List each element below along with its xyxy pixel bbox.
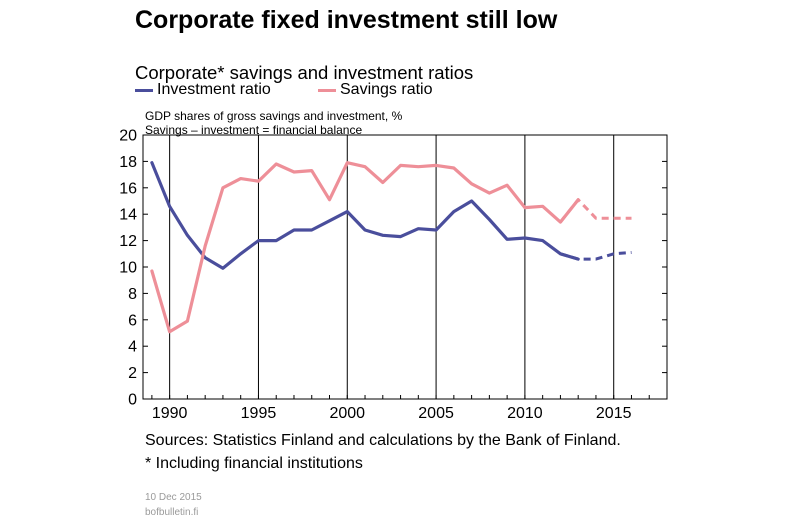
series-1-forecast-line xyxy=(559,198,632,224)
chart-footnote: * Including financial institutions xyxy=(145,455,363,472)
chart-note-balance: Savings – investment = financial balance xyxy=(145,123,363,137)
x-tick-label-2015: 2015 xyxy=(596,405,632,422)
y-tick-label-18: 18 xyxy=(119,154,137,171)
legend-swatch-investment xyxy=(135,89,153,92)
y-tick-label-6: 6 xyxy=(128,312,137,329)
series-0-point-1994 xyxy=(239,252,242,255)
series-0-point-1996 xyxy=(275,239,278,242)
y-tick-label-20: 20 xyxy=(119,128,137,145)
y-tick-label-12: 12 xyxy=(119,233,137,250)
series-1-point-1996 xyxy=(275,163,278,166)
series-0-point-1993 xyxy=(221,267,224,270)
series-1-point-1995 xyxy=(257,180,260,183)
series-1-point-2006 xyxy=(452,167,455,170)
publication-date: 10 Dec 2015 xyxy=(145,492,202,503)
chart-subtitle: Corporate* savings and investment ratios xyxy=(135,62,474,83)
y-tick-label-10: 10 xyxy=(119,260,137,277)
series-1-point-1991 xyxy=(186,320,189,323)
series-0-point-2005 xyxy=(435,229,438,232)
x-tick-label-1995: 1995 xyxy=(241,405,277,422)
series-1-point-1993 xyxy=(221,186,224,189)
series-0-point-2007 xyxy=(470,200,473,203)
series-1-point-1998 xyxy=(310,169,313,172)
series-1-point-1997 xyxy=(292,170,295,173)
series-1-point-2003 xyxy=(399,164,402,167)
series-1-point-2000 xyxy=(346,161,349,164)
series-0-point-1989 xyxy=(150,161,153,164)
series-1-point-2013 xyxy=(577,198,580,201)
chart-note-units: GDP shares of gross savings and investme… xyxy=(145,109,403,123)
site-name: bofbulletin.fi xyxy=(145,507,199,518)
series-1-point-2004 xyxy=(417,165,420,168)
series-0-point-1998 xyxy=(310,229,313,232)
series-0-point-2015 xyxy=(612,252,615,255)
y-tick-label-14: 14 xyxy=(119,207,137,224)
page-title: Corporate fixed investment still low xyxy=(135,6,558,34)
series-0-point-2011 xyxy=(541,239,544,242)
series-1-point-2008 xyxy=(488,192,491,195)
series-0-point-2013 xyxy=(577,258,580,261)
series-0-point-2001 xyxy=(364,229,367,232)
series-0-point-2009 xyxy=(506,238,509,241)
y-tick-label-8: 8 xyxy=(128,286,137,303)
series-0-point-2003 xyxy=(399,235,402,238)
series-0-point-1991 xyxy=(186,234,189,237)
legend-label-savings: Savings ratio xyxy=(340,81,433,98)
series-1-point-1992 xyxy=(204,244,207,247)
series-1-point-2001 xyxy=(364,165,367,168)
series-0-point-2016 xyxy=(630,251,633,254)
series-0-point-1997 xyxy=(292,229,295,232)
series-0-point-1999 xyxy=(328,219,331,222)
y-tick-label-0: 0 xyxy=(128,392,137,409)
series-1-point-2011 xyxy=(541,205,544,208)
legend-label-investment: Investment ratio xyxy=(157,81,271,98)
series-0-point-2006 xyxy=(452,210,455,213)
series-1-point-2012 xyxy=(559,221,562,224)
chart-sources: Sources: Statistics Finland and calculat… xyxy=(145,432,621,449)
series-1-point-2002 xyxy=(381,181,384,184)
series-0-point-2012 xyxy=(559,252,562,255)
series-0-point-2002 xyxy=(381,234,384,237)
y-tick-label-4: 4 xyxy=(128,339,137,356)
line-chart: 0 2 4 6 8 10 12 14 16 18 20 1990 1995 2000 2005 2010 201… xyxy=(119,128,668,422)
series-1-line xyxy=(150,161,580,334)
series-0-point-2008 xyxy=(488,218,491,221)
series-1-point-2016 xyxy=(630,217,633,220)
series-0-point-2014 xyxy=(594,258,597,261)
series-0-point-1990 xyxy=(168,205,171,208)
series-1-point-1990 xyxy=(168,330,171,333)
y-tick-label-16: 16 xyxy=(119,180,137,197)
y-tick-label-2: 2 xyxy=(128,365,137,382)
series-1-point-2009 xyxy=(506,184,509,187)
x-tick-label-1990: 1990 xyxy=(152,405,188,422)
legend-swatch-savings xyxy=(318,89,336,92)
series-1-point-2015 xyxy=(612,217,615,220)
series-0-point-2000 xyxy=(346,210,349,213)
x-tick-label-2005: 2005 xyxy=(418,405,454,422)
series-0-point-2010 xyxy=(523,236,526,239)
series-0-line xyxy=(150,161,580,270)
series-0-point-1995 xyxy=(257,239,260,242)
series-0-point-2004 xyxy=(417,227,420,230)
series-1-point-2005 xyxy=(435,164,438,167)
x-tick-label-2010: 2010 xyxy=(507,405,543,422)
series-1-point-2007 xyxy=(470,182,473,185)
x-tick-label-2000: 2000 xyxy=(329,405,365,422)
series-1-point-2010 xyxy=(523,206,526,209)
series-1-point-1994 xyxy=(239,177,242,180)
series-1-point-2014 xyxy=(594,217,597,220)
series-1-point-1989 xyxy=(150,269,153,272)
series-1-point-1999 xyxy=(328,198,331,201)
